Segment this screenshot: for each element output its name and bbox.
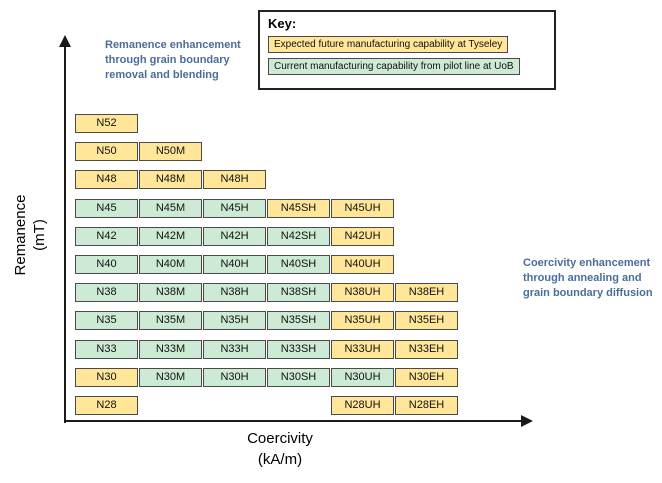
grade-cell-n28uh: N28UH: [331, 396, 394, 415]
grade-cell-n30sh: N30SH: [267, 368, 330, 387]
grade-cell-n40h: N40H: [203, 255, 266, 274]
y-axis-label-line1: Remanence: [12, 194, 29, 276]
grade-cell-n35eh: N35EH: [395, 311, 458, 330]
grade-cell-n30h: N30H: [203, 368, 266, 387]
x-axis-line: [64, 420, 522, 422]
legend-entry-future: Expected future manufacturing capability…: [268, 36, 509, 53]
grade-cell-n35h: N35H: [203, 311, 266, 330]
grade-cell-n33eh: N33EH: [395, 340, 458, 359]
grade-cell-n35m: N35M: [139, 311, 202, 330]
grade-cell-n38: N38: [75, 283, 138, 302]
y-axis-arrow-icon: [59, 35, 71, 47]
grade-cell-n38m: N38M: [139, 283, 202, 302]
grade-cell-n33uh: N33UH: [331, 340, 394, 359]
grade-cell-n48m: N48M: [139, 170, 202, 189]
grade-cell-n45sh: N45SH: [267, 199, 330, 218]
x-axis-arrow-icon: [521, 415, 533, 427]
grade-cell-n33h: N33H: [203, 340, 266, 359]
grade-cell-n30uh: N30UH: [331, 368, 394, 387]
grade-cell-n42: N42: [75, 227, 138, 246]
grade-cell-n40uh: N40UH: [331, 255, 394, 274]
x-axis-label: Coercivity (kA/m): [195, 428, 365, 470]
x-axis-label-line2: (kA/m): [257, 451, 303, 468]
grade-cell-n52: N52: [75, 114, 138, 133]
grade-cell-n30: N30: [75, 368, 138, 387]
annotation-remanence-enhancement: Remanence enhancement through grain boun…: [105, 39, 241, 81]
grade-cell-n30m: N30M: [139, 368, 202, 387]
y-axis-label-line2: (mT): [31, 219, 48, 251]
grade-cell-n38eh: N38EH: [395, 283, 458, 302]
grade-cell-n35uh: N35UH: [331, 311, 394, 330]
annotation-coercivity-enhancement: Coercivity enhancement through annealing…: [523, 257, 653, 299]
legend-title: Key:: [268, 16, 297, 31]
grade-cell-n38uh: N38UH: [331, 283, 394, 302]
grade-cell-n50: N50: [75, 142, 138, 161]
grade-cell-n28eh: N28EH: [395, 396, 458, 415]
grade-cell-n48: N48: [75, 170, 138, 189]
grade-cell-n42m: N42M: [139, 227, 202, 246]
grade-cell-n40m: N40M: [139, 255, 202, 274]
grade-cell-n33m: N33M: [139, 340, 202, 359]
legend-entry-current: Current manufacturing capability from pi…: [268, 58, 520, 75]
grade-cell-n30eh: N30EH: [395, 368, 458, 387]
grade-cell-n42sh: N42SH: [267, 227, 330, 246]
grade-cell-n45: N45: [75, 199, 138, 218]
grade-cell-n38h: N38H: [203, 283, 266, 302]
grade-cell-n42uh: N42UH: [331, 227, 394, 246]
grade-cell-n38sh: N38SH: [267, 283, 330, 302]
y-axis-label: Remanence (mT): [11, 177, 49, 293]
grade-cell-n33: N33: [75, 340, 138, 359]
grade-cell-n40: N40: [75, 255, 138, 274]
grade-cell-n48h: N48H: [203, 170, 266, 189]
grade-cell-n28: N28: [75, 396, 138, 415]
x-axis-label-line1: Coercivity: [247, 430, 313, 447]
legend-entries: Expected future manufacturing capability…: [268, 36, 546, 75]
legend: Key: Expected future manufacturing capab…: [258, 10, 556, 90]
grade-cell-n40sh: N40SH: [267, 255, 330, 274]
grade-cell-n45h: N45H: [203, 199, 266, 218]
grade-cell-n50m: N50M: [139, 142, 202, 161]
y-axis-line: [64, 46, 66, 423]
grade-cell-n35sh: N35SH: [267, 311, 330, 330]
grade-cell-n45uh: N45UH: [331, 199, 394, 218]
grade-cell-n33sh: N33SH: [267, 340, 330, 359]
grade-cell-n35: N35: [75, 311, 138, 330]
grade-cell-n45m: N45M: [139, 199, 202, 218]
grade-cell-n42h: N42H: [203, 227, 266, 246]
